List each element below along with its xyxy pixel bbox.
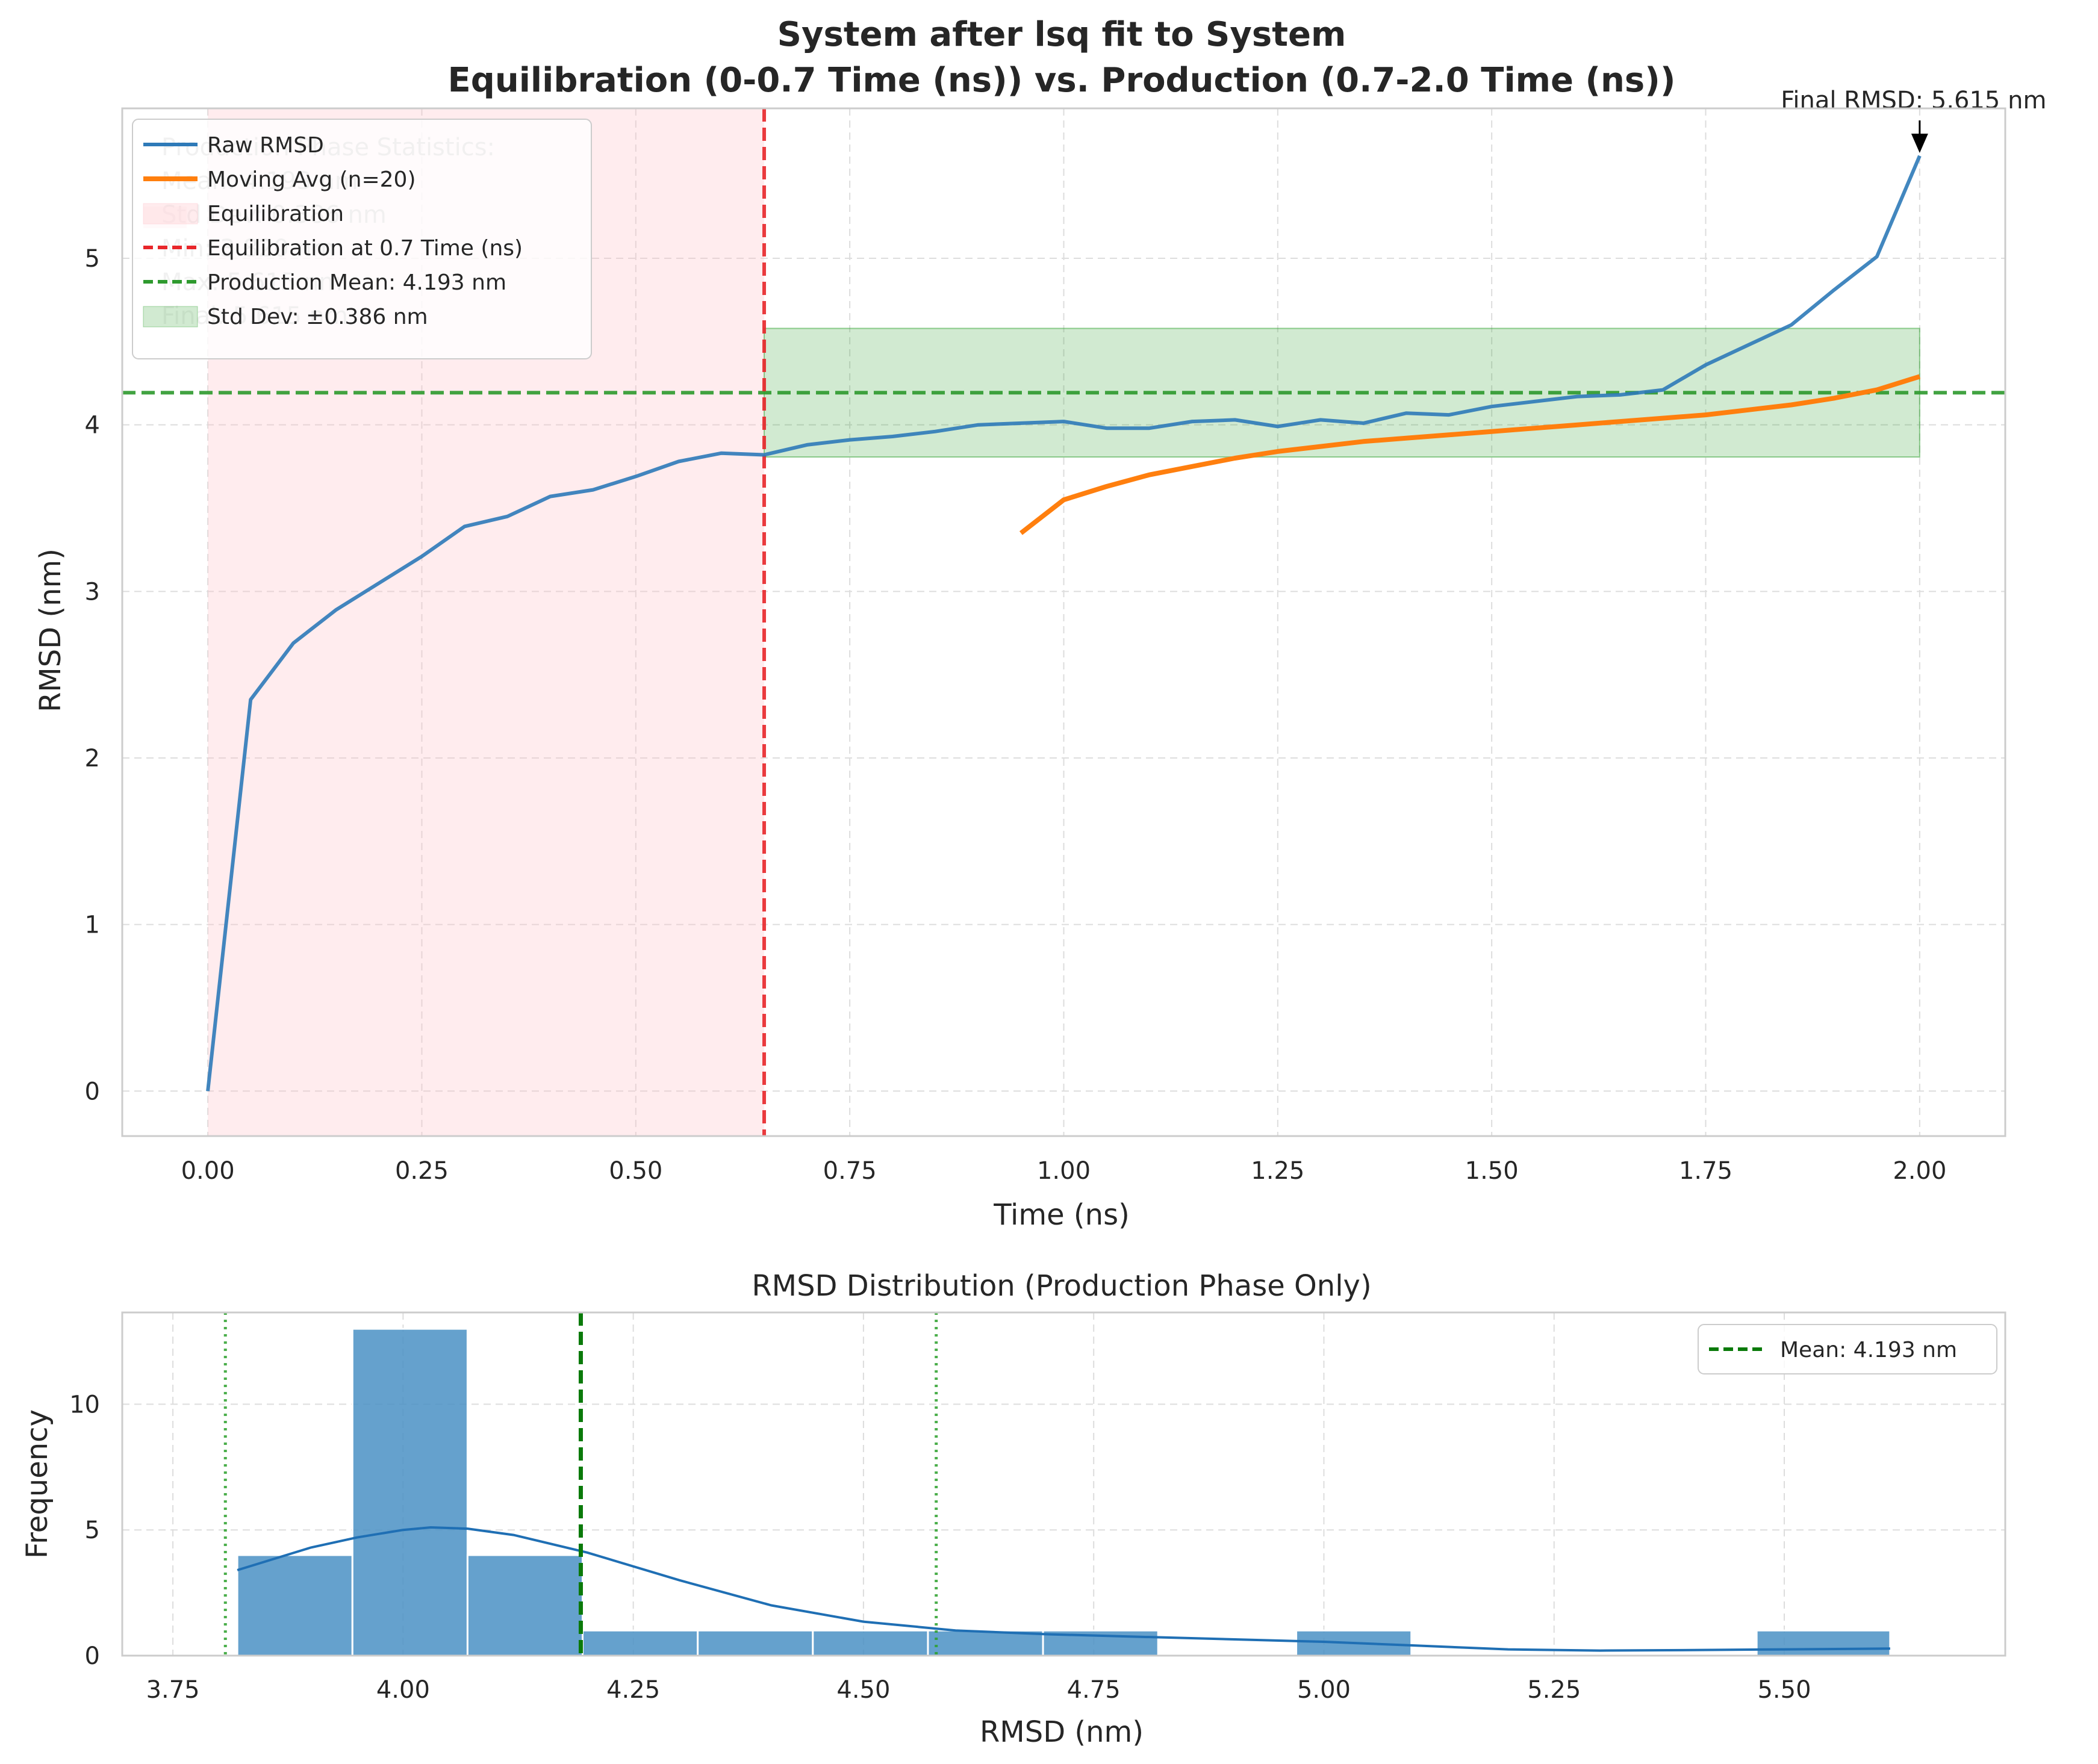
x-tick-label: 5.25	[1527, 1676, 1581, 1704]
histogram-bar	[812, 1629, 929, 1657]
y-tick-label: 0	[85, 1078, 100, 1105]
x-axis-label: Time (ns)	[993, 1198, 1130, 1232]
legend-label: Moving Avg (n=20)	[207, 167, 416, 192]
x-tick-label: 0.50	[609, 1157, 662, 1185]
bottom-plot-area: Mean: 4.193 nm 3.75 4.00 4.25 4.50 4.75 5.00 5.…	[69, 1311, 2006, 1704]
legend-marker	[143, 306, 198, 328]
x-tick-label: 4.75	[1067, 1676, 1121, 1704]
top-plot-area: Production Phase Statistics:Mean: 4.193 …	[85, 87, 2047, 1185]
y-tick-label: 2	[85, 745, 100, 772]
x-tick-label: 5.00	[1297, 1676, 1351, 1704]
y-tick-label: 10	[69, 1391, 100, 1418]
legend-label: Mean: 4.193 nm	[1780, 1338, 1957, 1362]
annotation-arrow-head	[1911, 134, 1928, 153]
x-tick-label: 4.50	[836, 1676, 890, 1704]
legend-label: Production Mean: 4.193 nm	[207, 270, 506, 295]
y-tick-label: 4	[85, 412, 100, 439]
kde-curve	[237, 1526, 1890, 1652]
legend-label: Std Dev: ±0.386 nm	[207, 305, 428, 329]
y-tick-label: 5	[85, 245, 100, 273]
x-tick-label: 5.50	[1757, 1676, 1811, 1704]
y-tick-label: 5	[85, 1517, 100, 1544]
histogram-bar	[236, 1554, 353, 1657]
histogram-x-axis-label: RMSD (nm)	[980, 1715, 1144, 1749]
legend-label: Equilibration at 0.7 Time (ns)	[207, 236, 523, 261]
x-tick-label: 1.50	[1465, 1157, 1519, 1185]
histogram-y-axis-label: Frequency	[20, 1409, 54, 1559]
y-tick-label: 0	[85, 1642, 100, 1670]
histogram-legend: Mean: 4.193 nm	[1698, 1324, 1997, 1374]
histogram-bar	[582, 1629, 699, 1657]
histogram-bar	[1755, 1629, 1891, 1657]
x-tick-label: 0.00	[181, 1157, 235, 1185]
chart-title-line-1: System after lsq fit to System	[777, 15, 1346, 54]
x-tick-label: 4.00	[376, 1676, 430, 1704]
x-tick-label: 1.75	[1679, 1157, 1732, 1185]
x-tick-label: 1.25	[1251, 1157, 1304, 1185]
rmsd-histogram-chart: RMSD Distribution (Production Phase Only…	[20, 1269, 2006, 1749]
moving-average-line	[1019, 374, 1921, 535]
raw-rmsd-line	[206, 155, 1922, 1092]
histogram-frame	[121, 1311, 2006, 1657]
plot-frame	[121, 107, 2006, 1137]
legend-label: Equilibration	[207, 202, 344, 226]
x-tick-label: 1.00	[1037, 1157, 1091, 1185]
legend: Raw RMSD Moving Avg (n=20) Equilibration Eq…	[132, 119, 592, 359]
y-tick-label: 3	[85, 578, 100, 606]
rmsd-timeseries-chart: System after lsq fit to System Equilibra…	[34, 15, 2046, 1232]
histogram-title: RMSD Distribution (Production Phase Only…	[752, 1269, 1371, 1303]
x-tick-label: 4.25	[606, 1676, 660, 1704]
histogram-bar	[351, 1328, 468, 1657]
chart-title-line-2: Equilibration (0-0.7 Time (ns)) vs. Prod…	[448, 61, 1676, 100]
y-axis-label: RMSD (nm)	[34, 548, 67, 712]
x-tick-label: 0.25	[395, 1157, 449, 1185]
x-tick-label: 2.00	[1893, 1157, 1946, 1185]
legend-label: Raw RMSD	[207, 133, 324, 158]
annotation-text: Final RMSD: 5.615 nm	[1781, 87, 2046, 114]
histogram-bar	[697, 1629, 814, 1657]
x-tick-label: 0.75	[823, 1157, 877, 1185]
legend-box	[132, 119, 592, 359]
histogram-legend-box	[1698, 1324, 1997, 1374]
histogram-bar	[466, 1554, 584, 1657]
legend-marker	[143, 203, 198, 225]
y-tick-label: 1	[85, 912, 100, 939]
x-tick-label: 3.75	[146, 1676, 200, 1704]
